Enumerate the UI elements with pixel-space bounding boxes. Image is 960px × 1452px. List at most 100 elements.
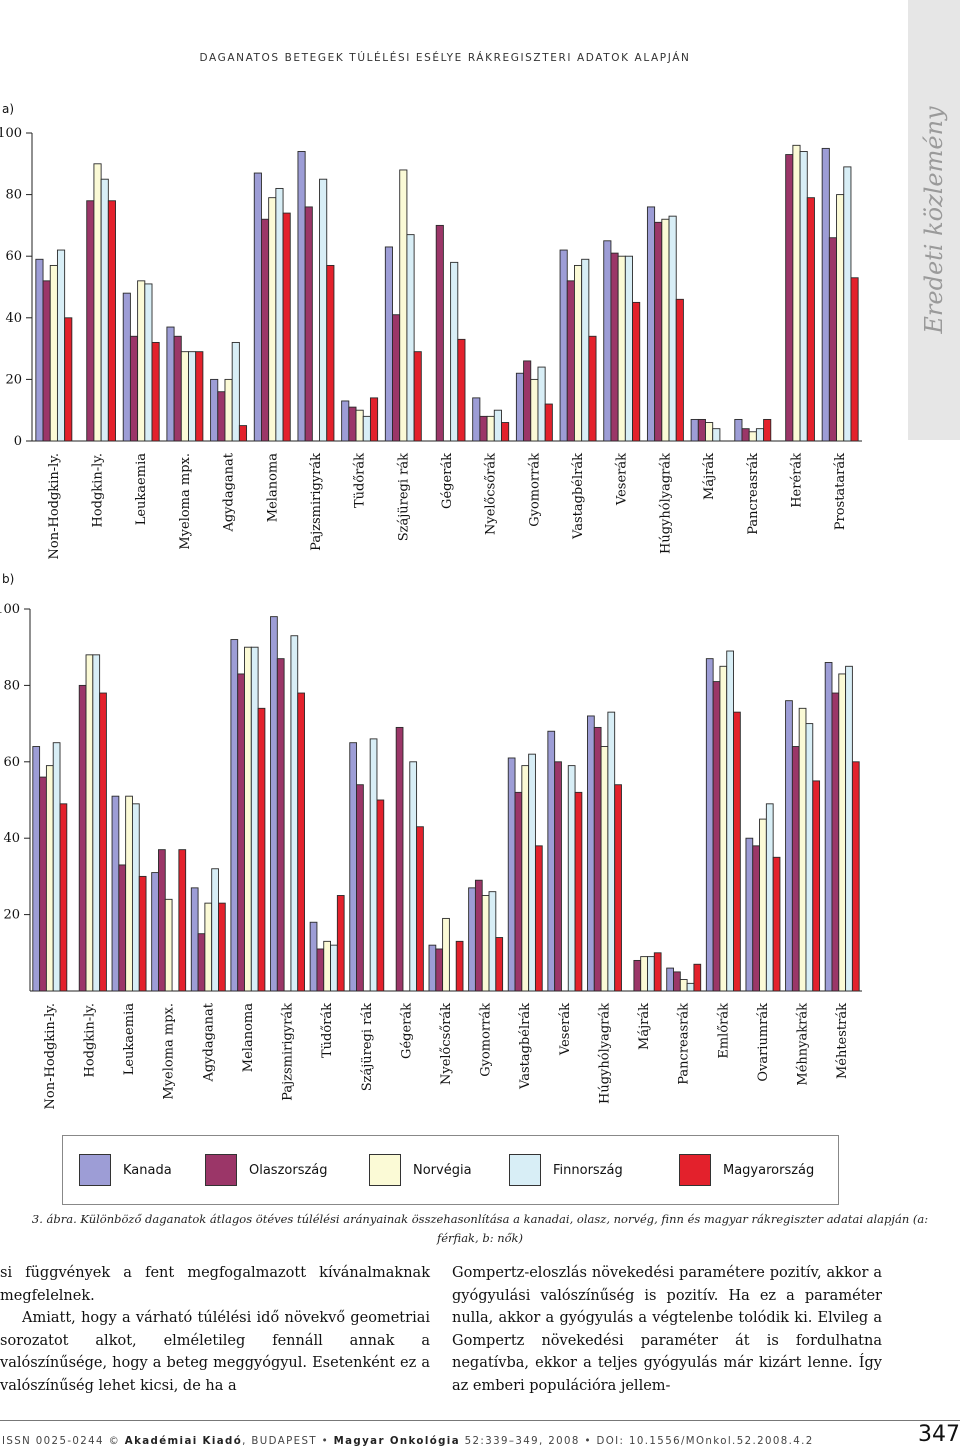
bar — [369, 738, 378, 992]
x-tick-label: Gyomorrák — [527, 453, 542, 527]
bar — [107, 200, 116, 442]
bar — [348, 406, 357, 442]
bar — [647, 956, 655, 992]
bar — [474, 879, 483, 992]
bar — [413, 351, 422, 442]
bar — [188, 351, 197, 442]
bar — [734, 418, 743, 442]
paragraph: si függvények a fent megfogalmazott kívá… — [0, 1265, 430, 1304]
x-tick-label: Pajzsmirigyrák — [309, 453, 324, 551]
bar — [86, 200, 95, 442]
bar — [759, 818, 767, 992]
y-tick-label: 100 — [0, 126, 22, 141]
chart-b: 20 40 60 80 100 Non-Hodgkin-ly. Hodgkin-ly. Leu… — [0, 602, 862, 1109]
bar — [798, 707, 807, 992]
bar — [772, 856, 781, 992]
body-column-right: Gompertz-eloszlás növekedési paramétere … — [452, 1262, 882, 1398]
bar — [468, 887, 476, 992]
bar — [78, 684, 87, 992]
y-tick-label: 60 — [5, 249, 22, 264]
bar — [851, 761, 860, 992]
bar — [603, 240, 612, 442]
y-tick-label: 20 — [3, 908, 20, 923]
bar — [559, 249, 568, 442]
x-tick-label: Húgyhólyagrák — [597, 1003, 612, 1104]
bar — [39, 776, 47, 992]
figure-caption: 3. ábra. Különböző daganatok átlagos öté… — [31, 1212, 929, 1245]
bar — [42, 280, 51, 442]
bar — [138, 875, 147, 992]
bar — [791, 746, 800, 992]
bar — [661, 218, 670, 442]
y-tick-label: 40 — [5, 311, 22, 326]
bar — [693, 963, 702, 992]
bar — [514, 791, 523, 992]
x-tick-label: Májrák — [637, 1003, 652, 1050]
bar — [276, 658, 285, 992]
bar — [173, 335, 182, 442]
bar — [785, 700, 793, 992]
x-tick-label: Szájüregi rák — [360, 1003, 375, 1091]
bar — [686, 982, 695, 992]
bar — [319, 178, 328, 442]
side-band: Eredeti közlemény — [908, 0, 960, 440]
x-tick-label: Nyelőcsőrák — [439, 1003, 454, 1085]
bar — [100, 178, 109, 442]
bar — [64, 317, 73, 442]
legend-swatch — [369, 1154, 401, 1186]
bar — [218, 902, 226, 992]
bar — [230, 639, 239, 992]
bar — [493, 409, 502, 442]
bar — [323, 940, 331, 992]
bar — [45, 765, 54, 992]
bar — [574, 264, 583, 442]
bar — [705, 422, 714, 442]
x-tick-label: Melanoma — [241, 1003, 256, 1072]
bar — [646, 206, 656, 442]
bar — [217, 391, 226, 442]
bar — [195, 351, 204, 442]
bar — [118, 864, 127, 992]
bar — [593, 726, 602, 992]
bar — [356, 784, 364, 992]
x-tick-label: Nyelőcsőrák — [484, 453, 499, 535]
bar — [544, 403, 553, 442]
x-tick-label: Vastagbélrák — [518, 1003, 533, 1090]
bar — [166, 326, 175, 442]
bar — [507, 757, 516, 992]
x-tick-label: Méhtestrák — [835, 1003, 850, 1079]
x-tick-label: Tüdőrák — [353, 453, 368, 508]
bar — [624, 255, 633, 442]
bar — [125, 795, 133, 992]
bar — [435, 224, 444, 442]
x-tick-label: Húgyhólyagrák — [658, 453, 673, 554]
paragraph: Gompertz-eloszlás növekedési paramétere … — [452, 1265, 882, 1394]
bar — [99, 692, 107, 992]
legend-label: Magyarország — [723, 1163, 815, 1178]
bar — [297, 692, 305, 992]
bar — [204, 902, 213, 992]
paragraph: Amiatt, hogy a várható túlélési idő növe… — [0, 1310, 430, 1394]
x-tick-label: Pancreasrák — [746, 453, 761, 535]
y-tick-label: 0 — [14, 434, 22, 449]
x-tick-label: Emlőrák — [716, 1003, 731, 1059]
y-tick-label: 40 — [3, 831, 20, 846]
bar — [741, 428, 750, 442]
bar — [610, 252, 619, 442]
bar — [231, 341, 240, 442]
bar — [726, 650, 734, 992]
bar — [304, 206, 313, 442]
bar — [111, 795, 120, 992]
bar — [450, 261, 459, 442]
legend-label: Olaszország — [249, 1163, 328, 1178]
x-tick-label: Myeloma mpx. — [178, 453, 193, 550]
bar — [384, 246, 393, 442]
bar — [244, 646, 252, 992]
bar — [495, 937, 504, 992]
bar — [253, 172, 262, 442]
bar — [416, 826, 424, 992]
bar — [850, 277, 859, 442]
x-tick-label: Agydaganat — [201, 1002, 216, 1082]
x-tick-label: Gégerák — [399, 1003, 414, 1059]
legend-swatch — [679, 1154, 711, 1186]
